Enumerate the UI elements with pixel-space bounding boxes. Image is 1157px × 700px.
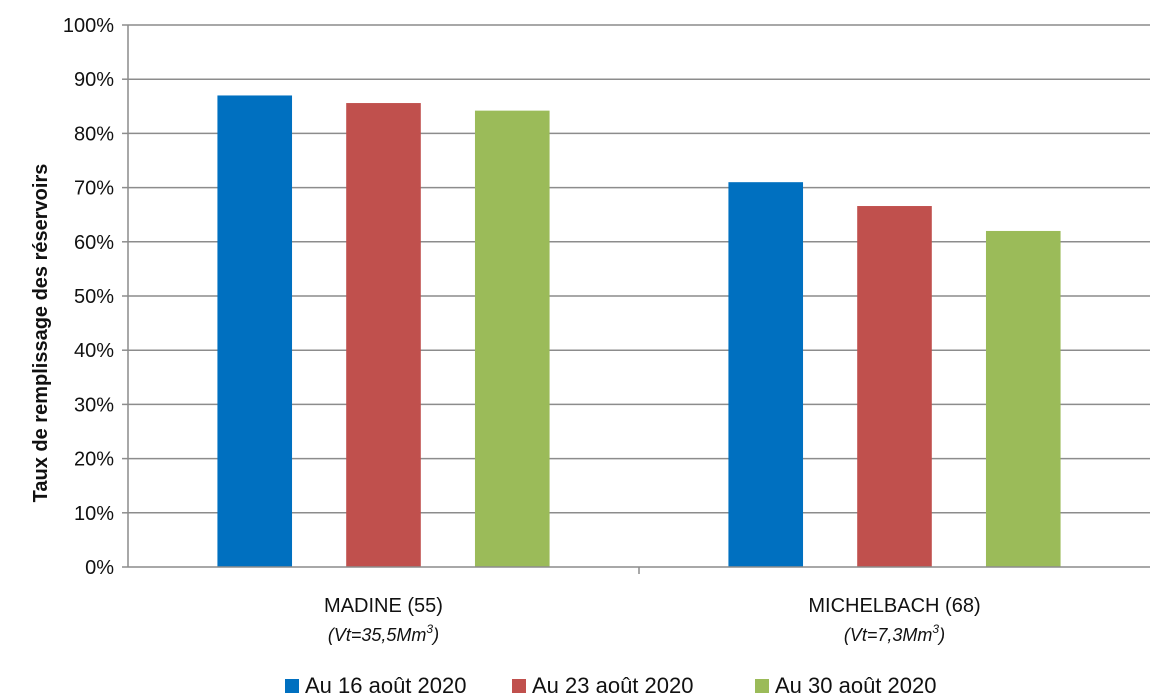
y-tick-label: 100%: [63, 15, 114, 37]
bar: [217, 95, 293, 568]
legend-swatch: [755, 679, 769, 693]
y-axis-label: Taux de remplissage des réservoirs: [30, 164, 52, 503]
y-tick-label: 40%: [74, 340, 114, 362]
legend-entry: Au 23 août 2020: [532, 673, 693, 698]
x-category-sublabel: (Vt=35,5Mm3): [328, 622, 439, 645]
x-category-sublabel: (Vt=7,3Mm3): [844, 622, 945, 645]
bar: [728, 182, 804, 567]
y-tick-label: 30%: [74, 394, 114, 416]
legend-entry: Au 30 août 2020: [775, 673, 936, 698]
y-tick-label: 0%: [85, 557, 114, 579]
y-tick-label: 20%: [74, 449, 114, 471]
bars: [217, 95, 1061, 568]
y-tick-label: 50%: [74, 286, 114, 308]
bar: [857, 206, 932, 567]
x-category-label: MADINE (55): [324, 595, 443, 617]
y-tick-label: 10%: [74, 503, 114, 525]
bar: [474, 110, 550, 568]
legend-swatch: [285, 679, 299, 693]
axes: [127, 25, 1150, 574]
gridlines: [128, 24, 1150, 514]
y-axis-ticks: 0% 10% 20% 30% 40% 50% 60% 70% 80% 90% 100%: [63, 15, 128, 579]
legend-entry: Au 16 août 2020: [305, 673, 466, 698]
y-tick-label: 70%: [74, 178, 114, 200]
bar: [346, 103, 421, 567]
y-tick-label: 60%: [74, 232, 114, 254]
x-category-label: MICHELBACH (68): [808, 595, 980, 617]
legend-swatch: [512, 679, 526, 693]
x-axis-labels: MADINE (55) (Vt=35,5Mm3) MICHELBACH (68) (V…: [324, 595, 981, 645]
legend: Au 16 août 2020 Au 23 août 2020 Au 30 août…: [285, 673, 936, 698]
bar: [985, 230, 1061, 567]
y-tick-label: 90%: [74, 69, 114, 91]
y-tick-label: 80%: [74, 123, 114, 145]
